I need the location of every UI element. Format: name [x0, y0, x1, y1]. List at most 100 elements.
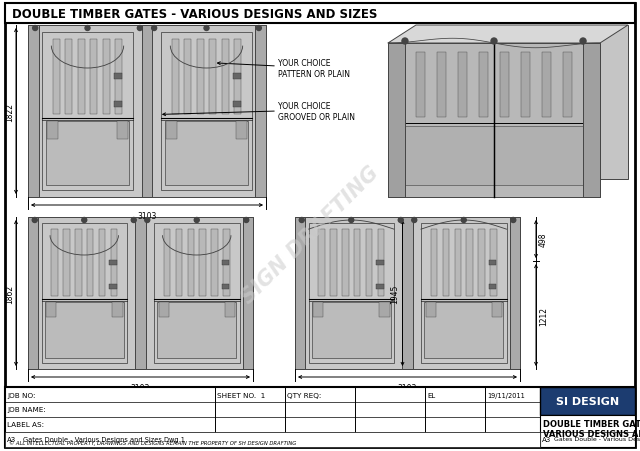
- Circle shape: [402, 39, 408, 45]
- Bar: [388, 44, 405, 198]
- Bar: [295, 217, 520, 369]
- Circle shape: [152, 27, 157, 32]
- Bar: [5, 432, 540, 447]
- Bar: [540, 415, 635, 447]
- Text: VARIOUS DESIGNS AND SIZES: VARIOUS DESIGNS AND SIZES: [543, 429, 640, 438]
- Bar: [141, 26, 152, 198]
- Bar: [478, 230, 484, 296]
- Bar: [380, 303, 390, 318]
- Circle shape: [257, 27, 261, 32]
- Text: Gates Double - Various Designs and Sizes Dwg 1: Gates Double - Various Designs and Sizes…: [554, 437, 640, 442]
- Bar: [211, 230, 218, 296]
- Circle shape: [300, 218, 304, 223]
- Bar: [388, 44, 600, 198]
- Text: Gates Double - Various Designs and Sizes Dwg 1: Gates Double - Various Designs and Sizes…: [23, 436, 185, 442]
- Bar: [490, 230, 497, 296]
- Bar: [172, 40, 179, 115]
- Text: YOUR CHOICE
GROOVED OR PLAIN: YOUR CHOICE GROOVED OR PLAIN: [278, 101, 355, 122]
- Bar: [87, 230, 93, 296]
- Bar: [117, 122, 128, 139]
- Bar: [65, 40, 72, 115]
- Text: QTY REQ:: QTY REQ:: [287, 392, 321, 398]
- Circle shape: [244, 218, 249, 223]
- Text: 1862: 1862: [5, 284, 14, 303]
- Bar: [200, 230, 206, 296]
- Bar: [42, 224, 127, 363]
- Bar: [28, 26, 38, 198]
- Bar: [236, 122, 247, 139]
- Bar: [426, 303, 436, 318]
- Bar: [492, 303, 502, 318]
- Bar: [115, 40, 122, 115]
- Text: SHEET NO.  1: SHEET NO. 1: [217, 392, 265, 398]
- Bar: [458, 53, 467, 118]
- Text: 498: 498: [539, 232, 548, 247]
- Circle shape: [32, 218, 37, 223]
- Text: JOB NAME:: JOB NAME:: [7, 406, 46, 412]
- Bar: [319, 230, 325, 296]
- Polygon shape: [388, 26, 628, 44]
- Circle shape: [491, 39, 497, 45]
- Text: DOUBLE TIMBER GATES - VARIOUS DESIGNS AND SIZES: DOUBLE TIMBER GATES - VARIOUS DESIGNS AN…: [12, 8, 378, 20]
- Bar: [378, 230, 384, 296]
- Bar: [488, 260, 497, 265]
- Bar: [415, 53, 425, 118]
- Bar: [540, 387, 635, 415]
- Bar: [164, 230, 170, 296]
- Circle shape: [461, 218, 467, 223]
- Bar: [443, 230, 449, 296]
- Bar: [53, 40, 60, 115]
- Text: 1212: 1212: [539, 306, 548, 325]
- Circle shape: [138, 27, 142, 32]
- Bar: [416, 26, 628, 179]
- Bar: [176, 230, 182, 296]
- Bar: [376, 260, 384, 265]
- Bar: [114, 74, 122, 80]
- Text: YOUR CHOICE
PATTERN OR PLAIN: YOUR CHOICE PATTERN OR PLAIN: [278, 59, 350, 79]
- Bar: [113, 303, 122, 318]
- Circle shape: [195, 218, 199, 223]
- Bar: [467, 230, 473, 296]
- Bar: [243, 217, 253, 369]
- Bar: [488, 284, 497, 290]
- Circle shape: [204, 27, 209, 32]
- Bar: [225, 303, 235, 318]
- Bar: [42, 33, 132, 191]
- Bar: [161, 33, 252, 191]
- Circle shape: [82, 218, 87, 223]
- Circle shape: [412, 218, 417, 223]
- Bar: [46, 303, 56, 318]
- Text: EL: EL: [427, 392, 435, 398]
- Bar: [424, 303, 503, 359]
- Bar: [583, 44, 600, 198]
- Text: SI DESIGN: SI DESIGN: [556, 396, 619, 406]
- Bar: [109, 260, 117, 265]
- Circle shape: [580, 39, 586, 45]
- Bar: [295, 217, 305, 369]
- Bar: [500, 53, 509, 118]
- Bar: [521, 53, 531, 118]
- Bar: [312, 303, 390, 359]
- Bar: [157, 303, 236, 359]
- Bar: [136, 217, 145, 369]
- Text: SIGN DRAFTING: SIGN DRAFTING: [237, 162, 383, 307]
- Circle shape: [145, 218, 150, 223]
- Circle shape: [85, 27, 90, 32]
- Circle shape: [131, 218, 136, 223]
- Bar: [330, 230, 337, 296]
- Bar: [233, 101, 241, 107]
- Text: 3103: 3103: [138, 212, 157, 221]
- Bar: [51, 230, 58, 296]
- Bar: [436, 53, 446, 118]
- Bar: [5, 4, 635, 24]
- Bar: [111, 230, 117, 296]
- Circle shape: [398, 218, 403, 223]
- Text: 19/11/2011: 19/11/2011: [487, 392, 525, 398]
- Bar: [114, 101, 122, 107]
- Bar: [197, 40, 204, 115]
- Bar: [431, 230, 437, 296]
- Bar: [47, 122, 58, 139]
- Bar: [454, 230, 461, 296]
- Bar: [403, 217, 413, 369]
- Bar: [366, 230, 372, 296]
